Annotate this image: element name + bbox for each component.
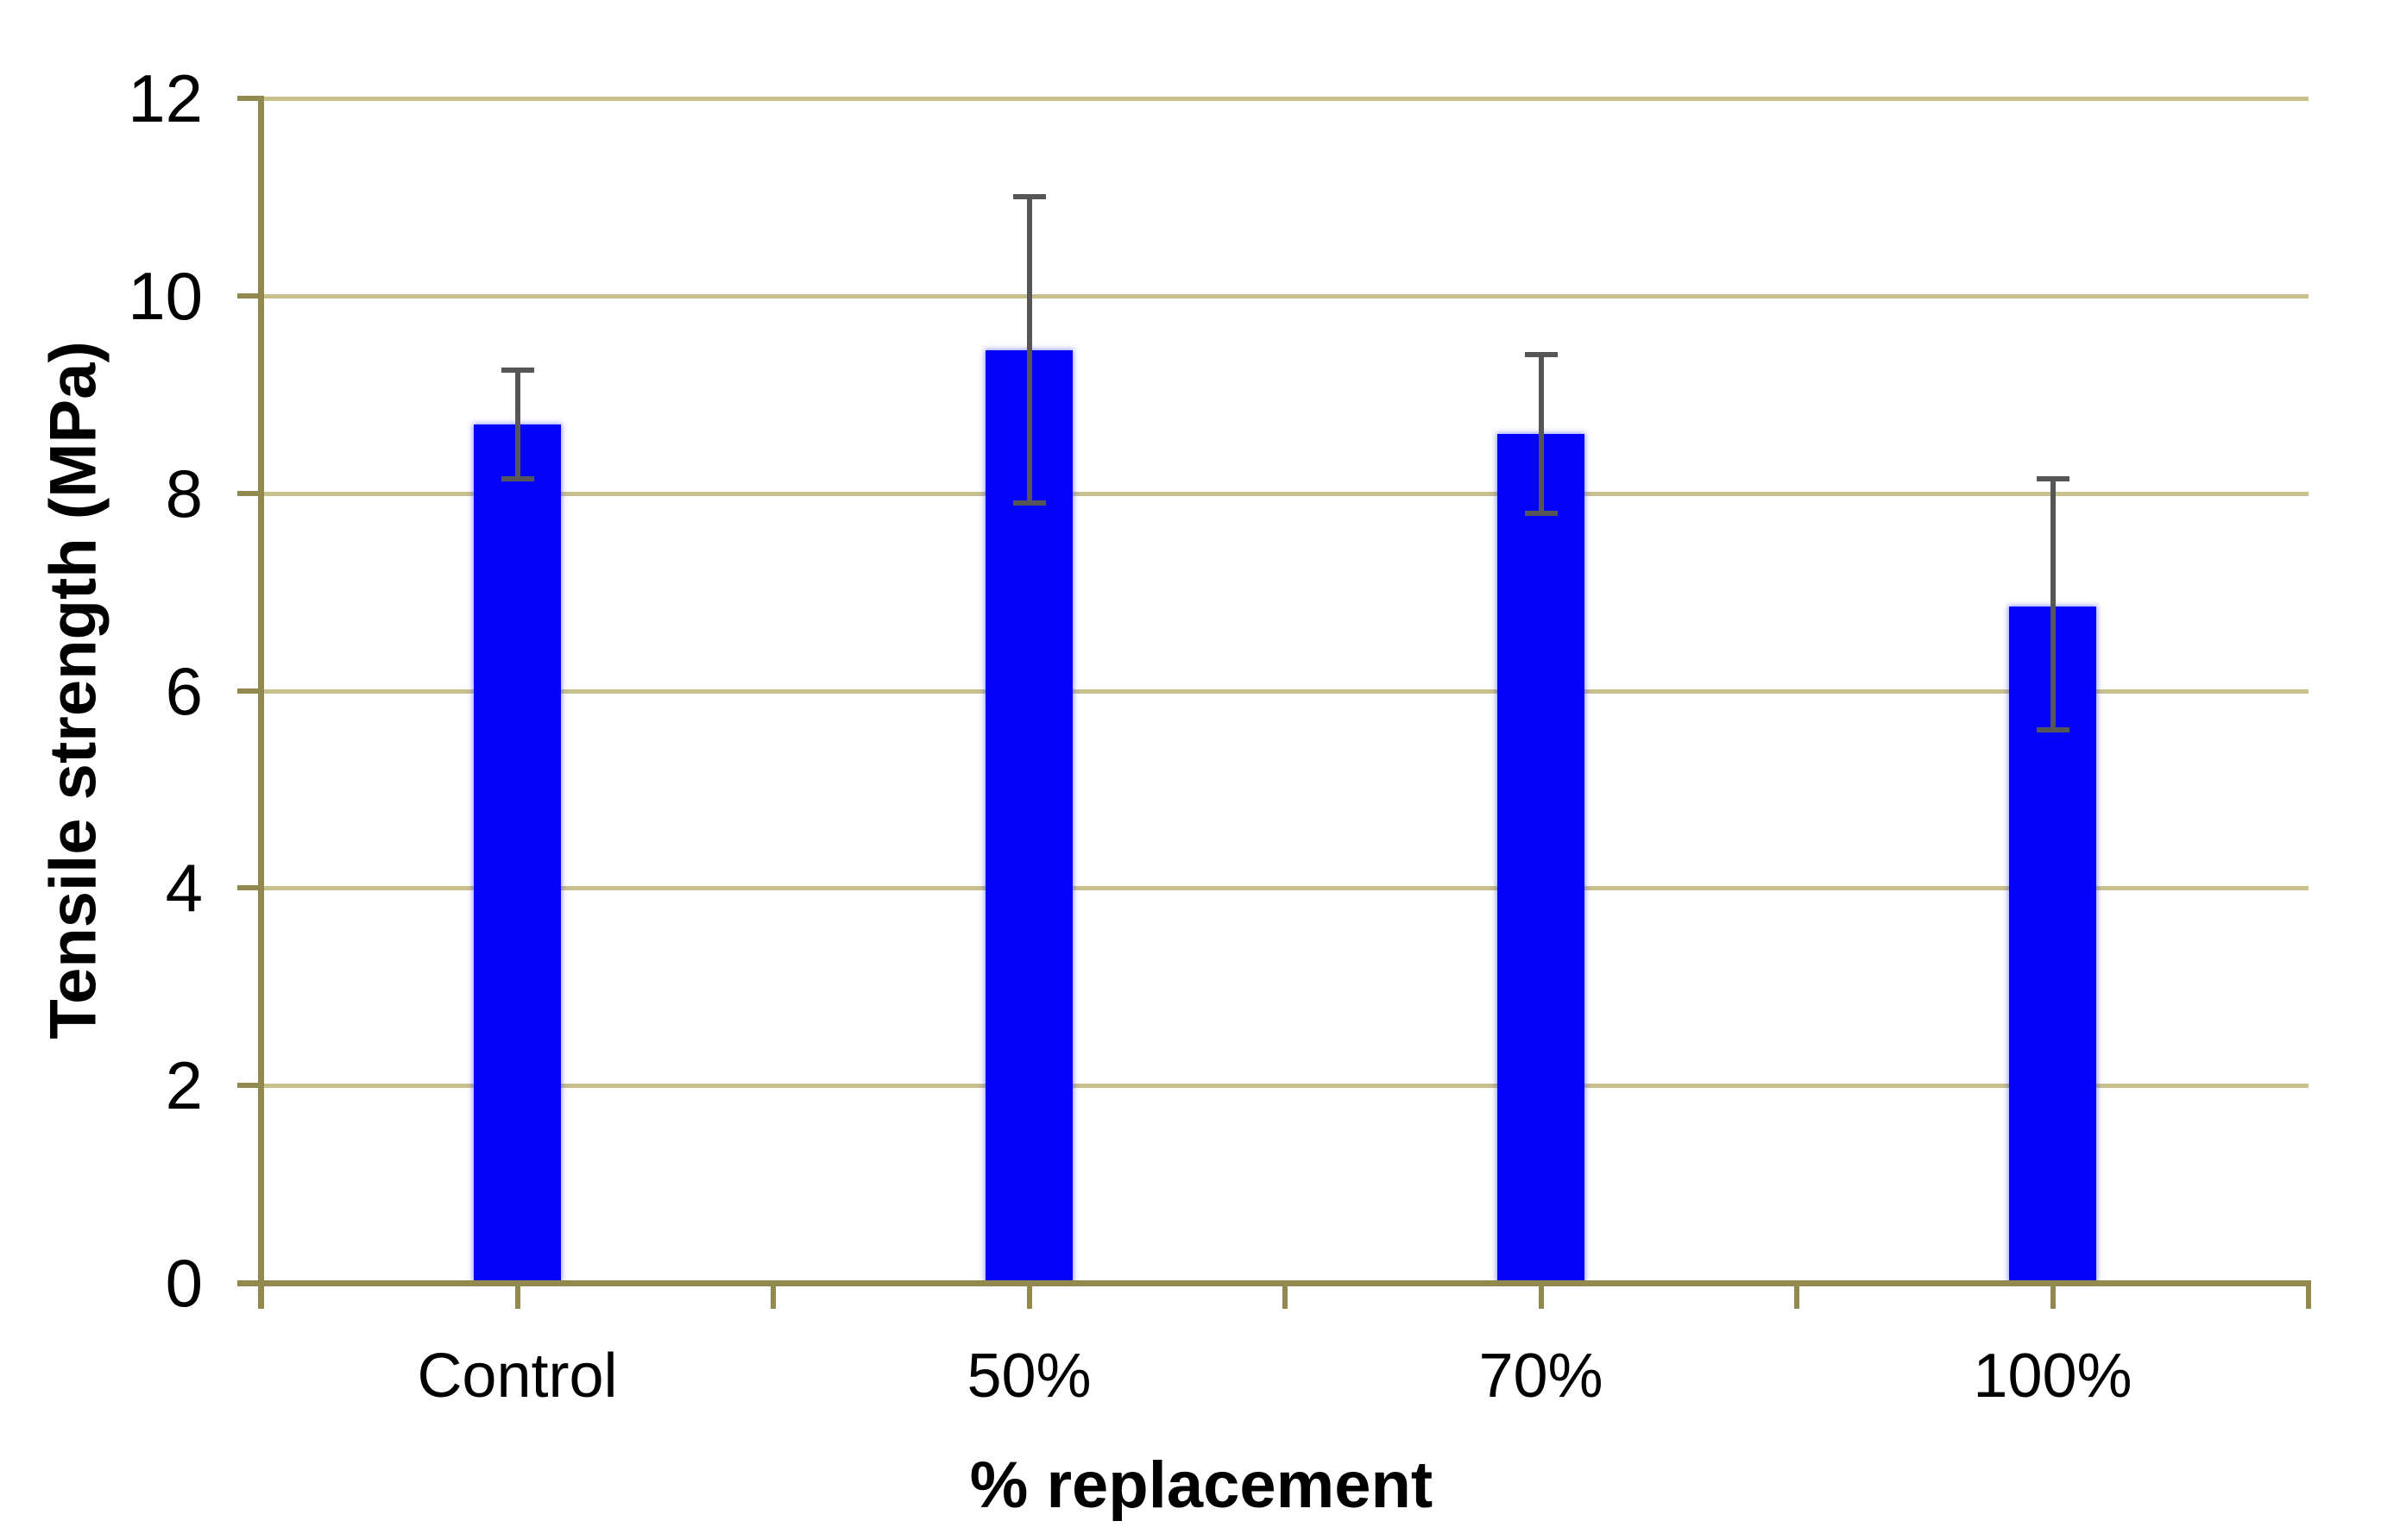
y-tick-label-0: 0 [165, 1245, 203, 1321]
x-tick-2 [771, 1283, 776, 1309]
gridline-12 [264, 97, 2309, 101]
y-tick-2 [237, 1083, 261, 1089]
error-bar-cap-bottom-control [501, 475, 534, 481]
error-bar-line-50% [1026, 197, 1032, 504]
bar-control [474, 424, 561, 1281]
gridline-8 [264, 491, 2309, 496]
error-bar-cap-top-70% [1524, 352, 1558, 358]
y-tick-8 [237, 490, 261, 496]
x-tick-8 [2306, 1283, 2311, 1309]
error-bar-line-100% [2050, 478, 2056, 731]
x-tick-1 [514, 1283, 520, 1309]
x-tick-5 [1538, 1283, 1544, 1309]
y-tick-4 [237, 885, 261, 891]
y-tick-label-2: 2 [165, 1047, 203, 1124]
error-bar-cap-top-100% [2036, 475, 2069, 481]
y-tick-label-6: 6 [165, 652, 203, 729]
x-axis-line [237, 1280, 2311, 1286]
x-axis-title: % replacement [969, 1449, 1433, 1522]
y-axis-line [258, 96, 264, 1309]
x-tick-3 [1026, 1283, 1032, 1309]
category-label-50%: 50% [967, 1342, 1092, 1411]
y-tick-label-12: 12 [128, 60, 203, 136]
y-tick-12 [237, 96, 261, 101]
error-bar-cap-bottom-100% [2036, 727, 2069, 733]
category-label-70%: 70% [1478, 1342, 1603, 1411]
error-bar-cap-bottom-50% [1012, 500, 1046, 506]
category-label-control: Control [417, 1342, 618, 1411]
error-bar-cap-bottom-70% [1524, 510, 1558, 516]
bar-70% [1497, 434, 1584, 1281]
y-tick-label-4: 4 [165, 850, 203, 927]
error-bar-line-control [514, 369, 520, 479]
x-tick-6 [1794, 1283, 1799, 1309]
y-tick-10 [237, 292, 261, 299]
y-tick-label-10: 10 [128, 257, 203, 334]
y-tick-6 [237, 688, 261, 694]
y-tick-label-8: 8 [165, 455, 203, 531]
gridline-2 [264, 1084, 2309, 1089]
error-bar-line-70% [1538, 355, 1544, 513]
error-bar-cap-top-50% [1012, 194, 1046, 200]
gridline-6 [264, 688, 2309, 694]
x-tick-7 [2050, 1283, 2056, 1309]
gridline-4 [264, 886, 2309, 891]
gridline-10 [264, 293, 2309, 299]
x-tick-4 [1282, 1283, 1288, 1309]
category-label-100%: 100% [1973, 1342, 2132, 1411]
error-bar-cap-top-control [501, 367, 534, 373]
